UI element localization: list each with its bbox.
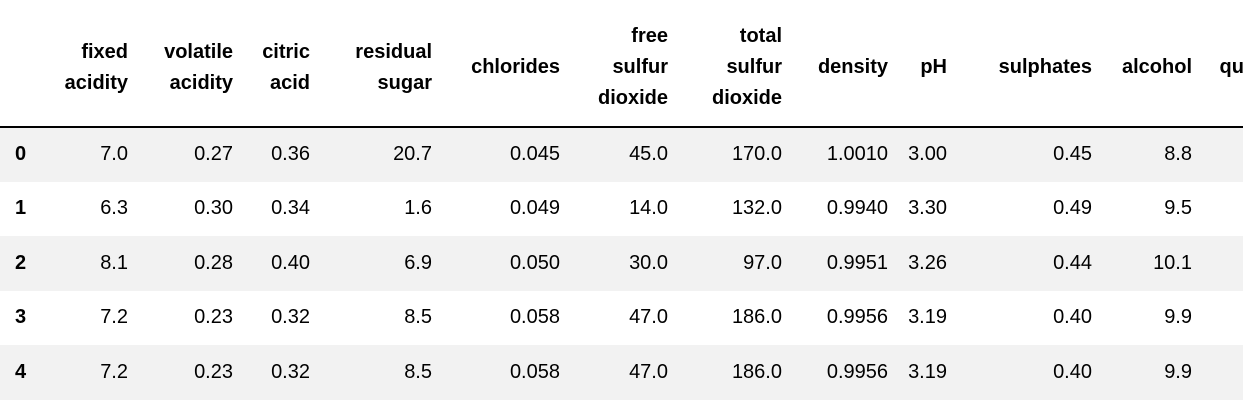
cell: 7.0 [100, 143, 128, 166]
column-header: pH [888, 0, 947, 128]
cell-clipped [1192, 182, 1243, 237]
cell: 0.28 [194, 251, 233, 274]
cell: 30.0 [629, 251, 668, 274]
cell: 0.36 [271, 143, 310, 166]
column-header: residual sugar [310, 0, 432, 128]
column-header: sulphates [947, 0, 1092, 128]
cell: 1.0010 [826, 143, 888, 166]
cell: 0.049 [509, 197, 560, 220]
row-index: 3 [15, 306, 27, 329]
column-header: alcohol [1092, 0, 1192, 128]
row-index: 2 [15, 251, 27, 274]
cell: 0.32 [271, 306, 310, 329]
cell: 0.45 [1053, 143, 1092, 166]
cell: 0.44 [1053, 251, 1092, 274]
cell: 0.49 [1053, 197, 1092, 220]
cell: 3.00 [908, 143, 947, 166]
column-header: volatile acidity [128, 0, 233, 128]
cell: 8.5 [404, 360, 432, 383]
column-header: free sulfur dioxide [560, 0, 668, 128]
cell: 0.045 [509, 143, 560, 166]
cell: 9.9 [1164, 360, 1192, 383]
cell: 186.0 [731, 360, 782, 383]
cell: 9.9 [1164, 306, 1192, 329]
cell: 3.26 [908, 251, 947, 274]
cell: 0.058 [509, 360, 560, 383]
index-header [0, 0, 40, 128]
cell: 47.0 [629, 306, 668, 329]
cell: 0.30 [194, 197, 233, 220]
cell: 8.1 [100, 251, 128, 274]
cell: 3.19 [908, 306, 947, 329]
table-row: 1 6.3 0.30 0.34 1.6 0.049 14.0 132.0 0.9940 3.30 0… [0, 182, 1243, 237]
cell: 170.0 [731, 143, 782, 166]
cell: 10.1 [1153, 251, 1192, 274]
column-header: chlorides [432, 0, 560, 128]
table-row: 3 7.2 0.23 0.32 8.5 0.058 47.0 186.0 0.9956 3.19 0… [0, 291, 1243, 346]
cell: 0.9951 [826, 251, 888, 274]
cell-clipped [1192, 291, 1243, 346]
cell-clipped [1192, 236, 1243, 291]
cell: 186.0 [731, 306, 782, 329]
cell: 6.9 [404, 251, 432, 274]
cell: 9.5 [1164, 197, 1192, 220]
cell: 0.050 [509, 251, 560, 274]
column-header: fixed acidity [40, 0, 128, 128]
table-row: 4 7.2 0.23 0.32 8.5 0.058 47.0 186.0 0.9956 3.19 0… [0, 345, 1243, 400]
dataframe-body: 0 7.0 0.27 0.36 20.7 0.045 45.0 170.0 1.0010 3.00… [0, 127, 1243, 400]
row-index: 1 [15, 197, 27, 220]
column-header: quality [1192, 0, 1243, 128]
cell: 0.40 [271, 251, 310, 274]
header-row: fixed acidity volatile acidity citric acid… [0, 0, 1243, 128]
cell: 0.40 [1053, 360, 1092, 383]
cell: 132.0 [731, 197, 782, 220]
cell: 45.0 [629, 143, 668, 166]
cell: 8.5 [404, 306, 432, 329]
cell-clipped [1192, 345, 1243, 400]
column-header: density [782, 0, 888, 128]
cell: 20.7 [393, 143, 432, 166]
cell: 14.0 [629, 197, 668, 220]
cell: 0.9956 [826, 306, 888, 329]
cell: 3.19 [908, 360, 947, 383]
cell: 8.8 [1164, 143, 1192, 166]
cell: 6.3 [100, 197, 128, 220]
cell: 7.2 [100, 306, 128, 329]
cell: 0.40 [1053, 306, 1092, 329]
cell: 0.058 [509, 306, 560, 329]
cell: 47.0 [629, 360, 668, 383]
cell-clipped [1192, 127, 1243, 182]
dataframe-header: fixed acidity volatile acidity citric acid… [0, 0, 1243, 128]
cell: 97.0 [743, 251, 782, 274]
column-header: citric acid [233, 0, 310, 128]
cell: 0.32 [271, 360, 310, 383]
cell: 0.27 [194, 143, 233, 166]
cell: 0.23 [194, 360, 233, 383]
cell: 0.9940 [826, 197, 888, 220]
cell: 0.23 [194, 306, 233, 329]
cell: 7.2 [100, 360, 128, 383]
cell: 1.6 [404, 197, 432, 220]
column-header: total sulfur dioxide [668, 0, 782, 128]
cell: 0.9956 [826, 360, 888, 383]
cell: 3.30 [908, 197, 947, 220]
cell: 0.34 [271, 197, 310, 220]
table-row: 0 7.0 0.27 0.36 20.7 0.045 45.0 170.0 1.0010 3.00… [0, 127, 1243, 182]
table-row: 2 8.1 0.28 0.40 6.9 0.050 30.0 97.0 0.9951 3.26 0.… [0, 236, 1243, 291]
row-index: 4 [15, 360, 27, 383]
row-index: 0 [15, 143, 27, 166]
